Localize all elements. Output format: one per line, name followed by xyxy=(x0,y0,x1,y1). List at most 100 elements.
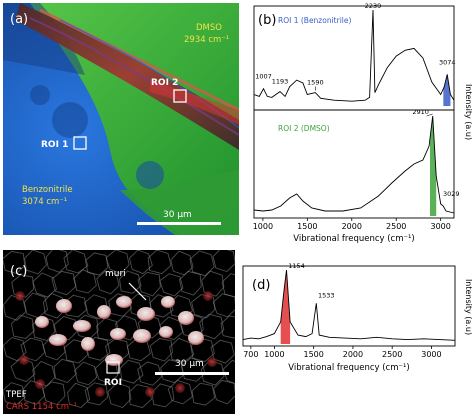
roi2-box xyxy=(173,89,187,103)
panel-d-label: (d) xyxy=(252,278,270,293)
shaded-band xyxy=(430,116,437,216)
muri-cell-wall xyxy=(31,316,56,342)
cars-signal-spot xyxy=(175,383,185,393)
peak-label-1193: 1193 xyxy=(272,78,289,86)
muri-cell-wall xyxy=(180,357,206,382)
cell xyxy=(49,334,67,346)
muri-cell-wall xyxy=(137,271,161,297)
muri-cell-wall xyxy=(115,315,139,341)
xtick-label-1500: 1500 xyxy=(303,350,323,359)
legend-tpef: TPEF xyxy=(5,390,27,400)
muri-cell-wall xyxy=(45,250,69,273)
muri-cell-wall xyxy=(201,270,225,297)
panel-d-xticks: 700 1000 1500 2000 2500 3000 xyxy=(243,346,442,359)
muri-cell-wall xyxy=(20,337,46,362)
cars-signal-spot xyxy=(145,387,155,397)
muri-cell-wall xyxy=(73,269,97,294)
muri-cell-wall xyxy=(74,361,98,386)
cell xyxy=(178,311,194,325)
muri-cell-wall xyxy=(24,250,47,275)
panel-d-xlabel: Vibrational frequency (cm⁻¹) xyxy=(288,363,409,373)
muri-cell-wall xyxy=(96,317,120,341)
peak-label-1154: 1154 xyxy=(288,262,305,270)
xtick-label-700: 700 xyxy=(243,350,258,359)
muri-cell-wall xyxy=(3,337,27,362)
cars-signal-spot xyxy=(95,387,105,397)
shaded-band xyxy=(443,74,451,106)
xtick-label-3000: 3000 xyxy=(421,350,441,359)
muri-cell-wall xyxy=(191,382,216,406)
muri-cell-wall xyxy=(149,338,173,362)
roi2-label: ROI 2 xyxy=(151,78,178,88)
scalebar-a-label: 30 μm xyxy=(163,210,192,220)
cars-signal-spot xyxy=(35,379,45,389)
cars-signal-spot xyxy=(19,355,29,365)
roi1-box xyxy=(73,136,87,150)
muri-cell-wall xyxy=(137,361,163,386)
cell xyxy=(81,337,95,351)
muri-cell-wall xyxy=(167,379,193,405)
peak-label-1590: 1590 xyxy=(307,79,324,87)
xtick-label-2500: 2500 xyxy=(386,222,406,231)
muri-cell-wall xyxy=(212,293,235,318)
cell xyxy=(188,331,204,345)
scalebar-c xyxy=(155,372,229,375)
muri-cell-wall xyxy=(53,358,78,384)
roi2-spectrum: 2910 3029 xyxy=(253,108,460,216)
muri-cell-wall xyxy=(67,382,91,409)
panel-c-label: (c) xyxy=(10,264,27,279)
panel-d-ylabel: Intensity (a.u) xyxy=(464,279,473,335)
xtick-label-1000: 1000 xyxy=(253,222,273,231)
roi2-title: ROI 2 (DMSO) xyxy=(278,124,330,133)
muri-cell-wall xyxy=(3,250,26,274)
panel-b-xticks: 1000 1500 2000 2500 3000 xyxy=(253,218,451,231)
cars-signal-spot xyxy=(15,291,25,301)
roi-spectrum-d: 1154 1533 xyxy=(242,262,456,344)
muri-cell-wall xyxy=(42,381,66,406)
muri-cell-wall xyxy=(85,252,109,276)
xtick-label-3000: 3000 xyxy=(430,222,450,231)
cell xyxy=(133,329,151,343)
muri-cell-wall xyxy=(190,337,215,363)
cell xyxy=(97,305,111,319)
roi-box-c xyxy=(106,361,120,374)
benzonitrile-label: Benzonitrile xyxy=(22,185,73,195)
cell xyxy=(161,296,175,308)
muri-cell-wall xyxy=(220,315,235,339)
muri-cell-wall xyxy=(119,270,142,294)
muri-cell-wall xyxy=(191,294,216,319)
muri-cell-wall xyxy=(222,359,235,385)
panel-b-xlabel: Vibrational frequency (cm⁻¹) xyxy=(293,234,414,244)
muri-label: muri xyxy=(105,269,126,279)
panel-b-ylabel: Intensity (a.u) xyxy=(464,84,473,140)
panel-d-chart: 1154 1533 700 1000 1500 2000 2500 3000 xyxy=(242,262,456,359)
panel-a-label: (a) xyxy=(10,12,28,27)
series-line xyxy=(253,9,455,102)
muri-cell-wall xyxy=(221,273,235,298)
xtick-label-1500: 1500 xyxy=(297,222,317,231)
cell xyxy=(159,326,173,338)
dmso-label: DMSO xyxy=(196,23,222,33)
panel-b-label: (b) xyxy=(258,13,276,28)
peak-label-2239: 2239 xyxy=(365,2,382,10)
muri-cell-wall xyxy=(200,359,225,386)
dmso-value: 2934 cm⁻¹ xyxy=(184,35,229,45)
muri-cell-wall xyxy=(96,270,120,295)
roi1-title: ROI 1 (Benzonitrile) xyxy=(278,16,351,25)
muri-cell-wall xyxy=(210,339,235,364)
muri-cell-wall xyxy=(212,250,235,273)
muri-cell-wall xyxy=(189,250,215,277)
series-line xyxy=(253,115,455,214)
cars-signal-spot xyxy=(207,357,217,367)
muri-cell-wall xyxy=(169,337,195,363)
cars-signal-spot xyxy=(203,291,213,301)
muri-cell-wall xyxy=(11,274,35,298)
xtick-label-2500: 2500 xyxy=(382,350,402,359)
panel-a-microscopy-image xyxy=(3,3,239,235)
cell xyxy=(35,316,49,328)
muri-cell-wall xyxy=(51,270,77,296)
legend-cars: CARS 1154 cm⁻¹ xyxy=(6,402,77,412)
